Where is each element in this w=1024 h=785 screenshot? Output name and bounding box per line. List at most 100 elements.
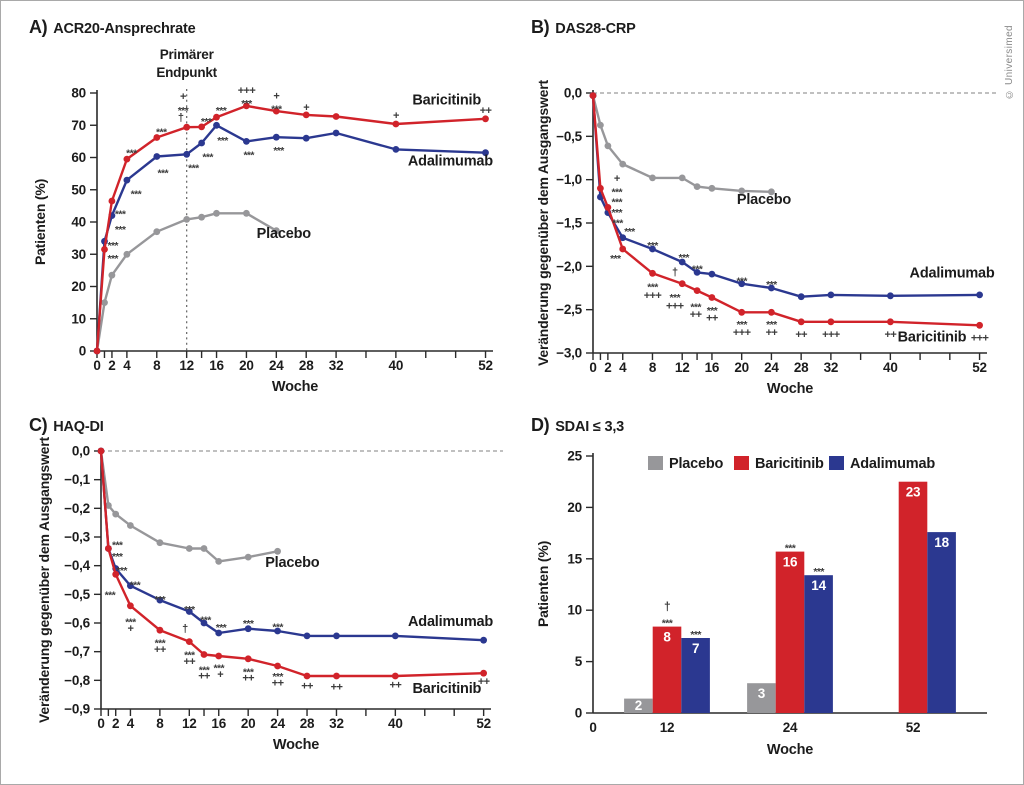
panel-a-title-text: ACR20-Ansprechrate <box>53 21 196 37</box>
bar-adalimumab-week12 <box>681 638 710 713</box>
bar-placebo-week12 <box>624 698 653 713</box>
panel-c: 0,0 −0,1 −0,2 −0,3 −0,4 −0,5 −0,6 −0,7 −0,8 −0,9 0… <box>36 436 503 753</box>
y-tick-label: 20 <box>71 279 86 294</box>
significance-mark: *** <box>131 188 143 200</box>
x-tick-label: 16 <box>211 716 226 731</box>
significance-mark: *** <box>126 147 138 159</box>
significance-mark: *** <box>115 224 127 236</box>
x-tick-label: 52 <box>906 720 921 735</box>
significance-mark: *** <box>105 589 117 601</box>
significance-mark: *** <box>158 167 170 179</box>
primary-endpoint-label: Endpunkt <box>156 65 217 80</box>
significance-mark: *** <box>200 615 212 627</box>
x-tick-label: 8 <box>649 360 657 375</box>
significance-mark: *** <box>155 638 167 650</box>
y-tick-label: −1,5 <box>556 216 583 231</box>
x-tick-label: 2 <box>604 360 611 375</box>
y-axis-label: Veränderung gegenüber dem Ausgangswert <box>535 79 551 365</box>
significance-mark: *** <box>199 665 211 677</box>
bar-value-label: 14 <box>811 578 826 593</box>
significance-mark: + <box>128 623 134 635</box>
panel-a-title: A) ACR20-Ansprechrate <box>29 17 196 38</box>
significance-mark: † <box>672 267 678 279</box>
x-tick-label: 2 <box>108 358 115 373</box>
panel-c-title-prefix: C) <box>29 415 48 435</box>
series-placebo-line <box>591 95 772 193</box>
x-tick-label: 24 <box>269 358 284 373</box>
significance-mark: *** <box>647 240 659 252</box>
series-placebo-markers <box>97 447 281 565</box>
significance-mark: *** <box>692 263 704 275</box>
significance-mark: ++ <box>183 656 195 668</box>
significance-mark: *** <box>184 650 196 662</box>
series-adalimumab-line <box>99 450 484 642</box>
significance-mark: *** <box>243 666 255 678</box>
y-tick-label: 60 <box>71 150 86 165</box>
bar-adalimumab-week52 <box>927 532 956 713</box>
panel-b: 0,0−0,5−1,0−1,5−2,0−2,5−3,00 2 4 8 12 16 20 24 2… <box>535 79 999 397</box>
x-tick-label: 32 <box>824 360 839 375</box>
bar-adalimumab-week24 <box>804 575 833 713</box>
significance-mark: + <box>217 669 223 681</box>
bar-placebo-week24 <box>747 683 776 713</box>
significance-mark: *** <box>112 551 124 563</box>
bar-value-label: 23 <box>906 485 921 500</box>
significance-mark: *** <box>273 145 285 157</box>
x-tick-label: 0 <box>93 358 100 373</box>
series-label-adalimumab: Adalimumab <box>910 266 995 282</box>
y-tick-label: 70 <box>71 118 86 133</box>
significance-mark: *** <box>188 163 200 175</box>
significance-mark: *** <box>115 209 127 221</box>
significance-mark: *** <box>107 240 119 252</box>
significance-mark: *** <box>216 622 228 634</box>
series-baricitinib-line <box>591 95 980 327</box>
bar-value-label: 2 <box>635 698 642 713</box>
bar-baricitinib-week24 <box>775 551 805 713</box>
significance-mark: +++ <box>666 300 684 312</box>
significance-mark: *** <box>241 98 253 110</box>
significance-mark: ++ <box>478 676 490 688</box>
series-placebo-markers <box>589 92 775 196</box>
significance-mark: ++ <box>690 309 702 321</box>
significance-mark: *** <box>690 629 702 641</box>
y-tick-label: −0,2 <box>64 501 90 516</box>
series-baricitinib-line <box>99 450 484 678</box>
significance-mark: *** <box>736 276 748 288</box>
legend-label-baricitinib: Baricitinib <box>755 456 824 472</box>
x-tick-label: 52 <box>478 358 493 373</box>
significance-mark: *** <box>612 218 624 230</box>
y-tick-label: 5 <box>575 654 583 669</box>
y-tick-label: 80 <box>71 86 86 101</box>
significance-mark: *** <box>766 279 778 291</box>
significance-mark: *** <box>201 116 213 128</box>
y-tick-label: −0,5 <box>556 129 583 144</box>
significance-mark: +++ <box>822 329 840 341</box>
series-label-baricitinib: Baricitinib <box>412 92 481 108</box>
significance-mark: + <box>393 110 399 122</box>
y-tick-label: 20 <box>567 500 582 515</box>
significance-mark: *** <box>612 207 624 219</box>
x-tick-label: 40 <box>388 716 403 731</box>
x-tick-label: 40 <box>883 360 898 375</box>
series-label-adalimumab: Adalimumab <box>408 614 493 630</box>
series-placebo-line <box>99 450 278 563</box>
significance-mark: *** <box>610 253 622 265</box>
series-label-baricitinib: Baricitinib <box>898 330 967 346</box>
significance-mark: +++ <box>238 85 256 97</box>
legend-swatch-baricitinib <box>734 456 749 470</box>
significance-mark: *** <box>647 282 659 294</box>
significance-mark: *** <box>612 197 624 209</box>
y-tick-label: 0,0 <box>72 444 90 459</box>
y-tick-label: 50 <box>71 182 86 197</box>
x-tick-label: 16 <box>705 360 720 375</box>
y-tick-label: −0,9 <box>64 702 90 717</box>
significance-mark: *** <box>178 105 190 117</box>
legend-label-placebo: Placebo <box>669 456 724 472</box>
x-tick-label: 20 <box>241 716 256 731</box>
x-tick-label: 8 <box>156 716 164 731</box>
significance-mark: ++ <box>272 677 284 689</box>
x-tick-label: 12 <box>660 720 675 735</box>
significance-mark: ++ <box>242 672 254 684</box>
y-tick-label: 25 <box>567 449 582 464</box>
